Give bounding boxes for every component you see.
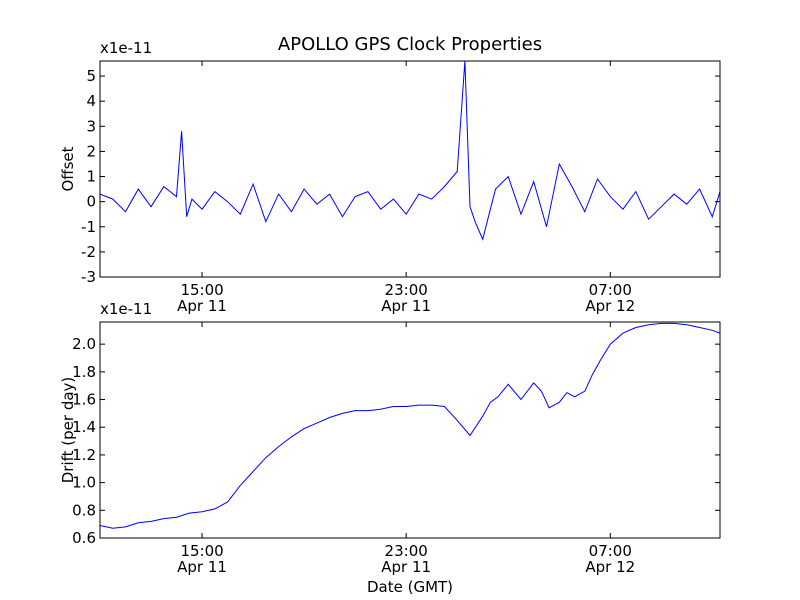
y-tick-label: 0.8 xyxy=(72,501,96,519)
offset-multiplier: x1e-11 xyxy=(100,39,152,57)
y-tick-label: -2 xyxy=(81,243,96,261)
x-tick-time: 15:00 xyxy=(180,281,223,299)
y-tick-label: 3 xyxy=(86,117,96,135)
x-tick-time: 15:00 xyxy=(180,542,223,560)
offset-series-line xyxy=(99,60,721,241)
y-tick-label: 1.6 xyxy=(72,391,96,409)
y-tick-label: -3 xyxy=(81,268,96,286)
x-tick-time: 23:00 xyxy=(385,281,428,299)
drift-series-line xyxy=(99,322,721,529)
x-tick-date: Apr 11 xyxy=(381,558,431,576)
offset-plot-frame xyxy=(99,60,721,278)
drift-plot-frame xyxy=(99,321,721,539)
y-tick-label: 1.4 xyxy=(72,418,96,436)
x-tick-date: Apr 11 xyxy=(381,297,431,315)
y-tick-label: -1 xyxy=(81,218,96,236)
y-tick-label: 0 xyxy=(86,193,96,211)
drift-panel: x1e-11 Drift (per day) 0.6 0.8 1.0 1.2 1.4 1.… xyxy=(59,300,721,596)
x-tick-time: 07:00 xyxy=(589,281,632,299)
y-tick-label: 1 xyxy=(86,168,96,186)
y-tick-label: 2.0 xyxy=(72,335,96,353)
drift-multiplier: x1e-11 xyxy=(100,300,152,318)
y-tick-label: 2 xyxy=(86,142,96,160)
x-tick-time: 07:00 xyxy=(589,542,632,560)
x-tick-date: Apr 12 xyxy=(585,558,635,576)
x-tick-date: Apr 11 xyxy=(177,558,227,576)
x-tick-date: Apr 12 xyxy=(585,297,635,315)
y-tick-label: 4 xyxy=(86,92,96,110)
y-tick-label: 0.6 xyxy=(72,529,96,547)
y-tick-label: 1.8 xyxy=(72,363,96,381)
offset-ylabel: Offset xyxy=(59,146,77,191)
y-tick-label: 5 xyxy=(86,67,96,85)
y-tick-label: 1.2 xyxy=(72,446,96,464)
x-tick-date: Apr 11 xyxy=(177,297,227,315)
drift-xlabel: Date (GMT) xyxy=(367,578,453,596)
y-tick-label: 1.0 xyxy=(72,474,96,492)
chart-title: APOLLO GPS Clock Properties xyxy=(278,34,542,55)
drift-ylabel: Drift (per day) xyxy=(59,377,77,484)
x-tick-time: 23:00 xyxy=(385,542,428,560)
